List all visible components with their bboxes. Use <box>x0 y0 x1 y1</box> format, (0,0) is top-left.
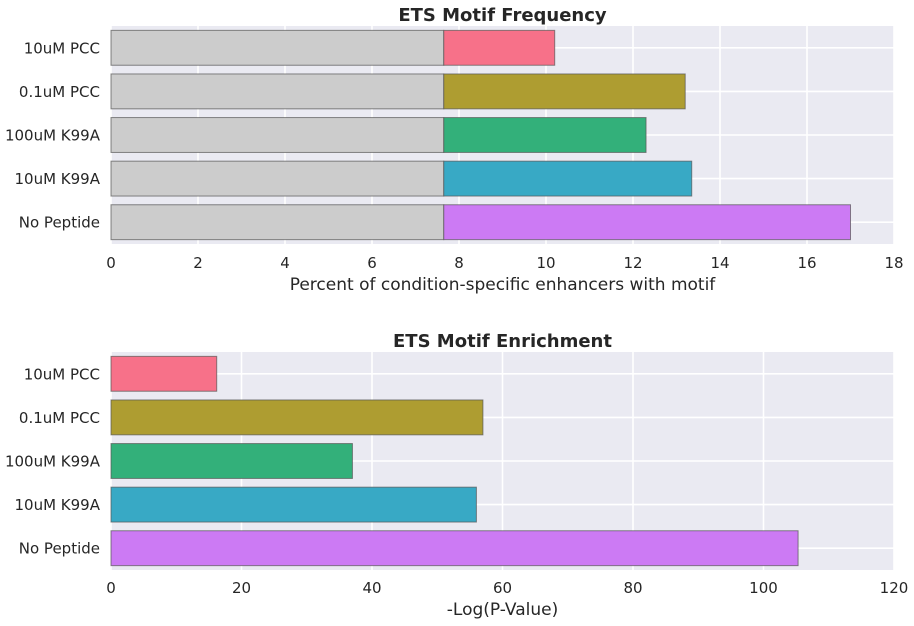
enrichment-bar <box>110 399 484 436</box>
category-label: 10uM PCC <box>24 39 100 57</box>
baseline-bar <box>110 73 445 110</box>
condition-bar <box>443 160 693 197</box>
x-tick-label: 10 <box>536 254 555 272</box>
x-tick-label: 4 <box>280 254 290 272</box>
category-label: No Peptide <box>19 214 100 232</box>
frequency-chart: 10uM PCC 0.1uM PCC 100uM K99A 10uM K99A No P… <box>5 5 904 295</box>
baseline-bar <box>110 117 445 153</box>
x-tick-label: 2 <box>193 254 203 272</box>
condition-bar <box>443 73 686 110</box>
condition-bar <box>443 117 647 153</box>
x-axis-label: -Log(P-Value) <box>447 600 558 620</box>
category-label: 10uM K99A <box>15 170 101 188</box>
enrichment-bar <box>110 486 477 523</box>
x-tick-label: 18 <box>884 254 903 272</box>
x-tick-label: 16 <box>797 254 816 272</box>
enrichment-bar <box>110 355 218 392</box>
enrichment-bar <box>110 443 353 479</box>
condition-bar <box>443 204 851 241</box>
x-tick-label: 120 <box>880 579 909 597</box>
x-tick-label: 20 <box>232 579 251 597</box>
x-tick-label: 100 <box>749 579 778 597</box>
condition-bar <box>443 29 556 66</box>
x-tick-label: 80 <box>623 579 642 597</box>
x-tick-label: 40 <box>362 579 381 597</box>
category-label: 100uM K99A <box>5 127 101 145</box>
x-tick-label: 60 <box>493 579 512 597</box>
category-label: 100uM K99A <box>5 453 101 471</box>
category-label: 10uM PCC <box>24 365 100 383</box>
enrichment-bar <box>110 530 799 567</box>
x-tick-label: 12 <box>623 254 642 272</box>
baseline-bar <box>110 160 445 197</box>
baseline-bar <box>110 29 445 66</box>
x-tick-label: 6 <box>367 254 377 272</box>
chart-title: ETS Motif Enrichment <box>393 331 612 352</box>
x-tick-label: 0 <box>106 254 116 272</box>
category-label: No Peptide <box>19 540 100 558</box>
x-tick-label: 0 <box>106 579 116 597</box>
baseline-bar <box>110 204 445 241</box>
enrichment-chart: 10uM PCC 0.1uM PCC 100uM K99A 10uM K99A No P… <box>5 331 908 620</box>
chart-title: ETS Motif Frequency <box>398 5 607 26</box>
x-tick-label: 14 <box>710 254 729 272</box>
category-label: 0.1uM PCC <box>19 409 100 427</box>
category-label: 0.1uM PCC <box>19 83 100 101</box>
x-tick-label: 8 <box>454 254 464 272</box>
category-label: 10uM K99A <box>15 496 101 514</box>
x-axis-label: Percent of condition-specific enhancers … <box>290 275 717 295</box>
